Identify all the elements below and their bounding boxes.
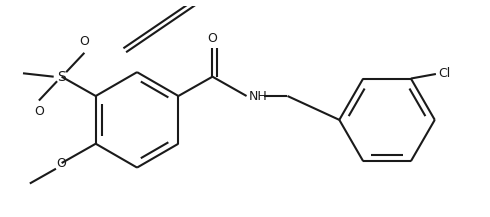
Text: NH: NH <box>249 89 268 102</box>
Text: O: O <box>57 156 67 169</box>
Text: O: O <box>208 32 218 45</box>
Text: Cl: Cl <box>438 67 450 81</box>
Text: O: O <box>34 105 44 118</box>
Text: O: O <box>79 35 89 48</box>
Text: S: S <box>57 70 66 84</box>
